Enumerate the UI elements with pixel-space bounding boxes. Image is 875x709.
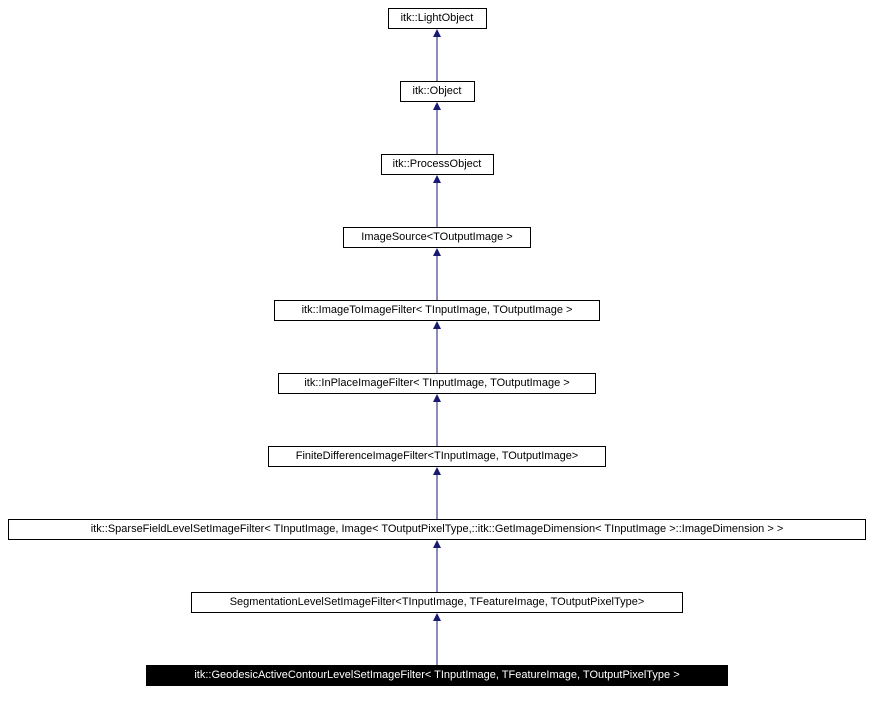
class-node[interactable]: itk::GeodesicActiveContourLevelSetImageF… (146, 665, 728, 686)
inheritance-arrowhead (433, 175, 441, 183)
class-label: itk::ProcessObject (393, 159, 482, 170)
inheritance-arrowhead (433, 102, 441, 110)
inheritance-arrowhead (433, 540, 441, 548)
class-label: itk::InPlaceImageFilter< TInputImage, TO… (304, 378, 569, 389)
class-node[interactable]: FiniteDifferenceImageFilter<TInputImage,… (268, 446, 606, 467)
inheritance-edge (437, 37, 438, 81)
inheritance-edge (437, 548, 438, 592)
inheritance-arrowhead (433, 467, 441, 475)
class-node[interactable]: SegmentationLevelSetImageFilter<TInputIm… (191, 592, 683, 613)
class-node[interactable]: itk::SparseFieldLevelSetImageFilter< TIn… (8, 519, 866, 540)
inheritance-arrowhead (433, 394, 441, 402)
inheritance-arrowhead (433, 29, 441, 37)
class-node[interactable]: itk::Object (400, 81, 475, 102)
inheritance-arrowhead (433, 248, 441, 256)
class-node[interactable]: itk::ProcessObject (381, 154, 494, 175)
inheritance-arrowhead (433, 321, 441, 329)
class-label: SegmentationLevelSetImageFilter<TInputIm… (230, 597, 645, 608)
class-label: itk::SparseFieldLevelSetImageFilter< TIn… (91, 524, 784, 535)
class-node[interactable]: itk::ImageToImageFilter< TInputImage, TO… (274, 300, 600, 321)
inheritance-edge (437, 183, 438, 227)
class-node[interactable]: itk::LightObject (388, 8, 487, 29)
inheritance-edge (437, 110, 438, 154)
class-node[interactable]: ImageSource<TOutputImage > (343, 227, 531, 248)
class-label: FiniteDifferenceImageFilter<TInputImage,… (296, 451, 578, 462)
class-label: itk::GeodesicActiveContourLevelSetImageF… (194, 670, 679, 681)
inheritance-edge (437, 256, 438, 300)
inheritance-diagram: itk::LightObjectitk::Objectitk::ProcessO… (0, 0, 875, 709)
class-label: ImageSource<TOutputImage > (361, 232, 512, 243)
inheritance-edge (437, 621, 438, 665)
class-label: itk::Object (413, 86, 462, 97)
inheritance-edge (437, 402, 438, 446)
inheritance-arrowhead (433, 613, 441, 621)
inheritance-edge (437, 475, 438, 519)
inheritance-edge (437, 329, 438, 373)
class-label: itk::LightObject (401, 13, 474, 24)
class-label: itk::ImageToImageFilter< TInputImage, TO… (302, 305, 573, 316)
class-node[interactable]: itk::InPlaceImageFilter< TInputImage, TO… (278, 373, 596, 394)
